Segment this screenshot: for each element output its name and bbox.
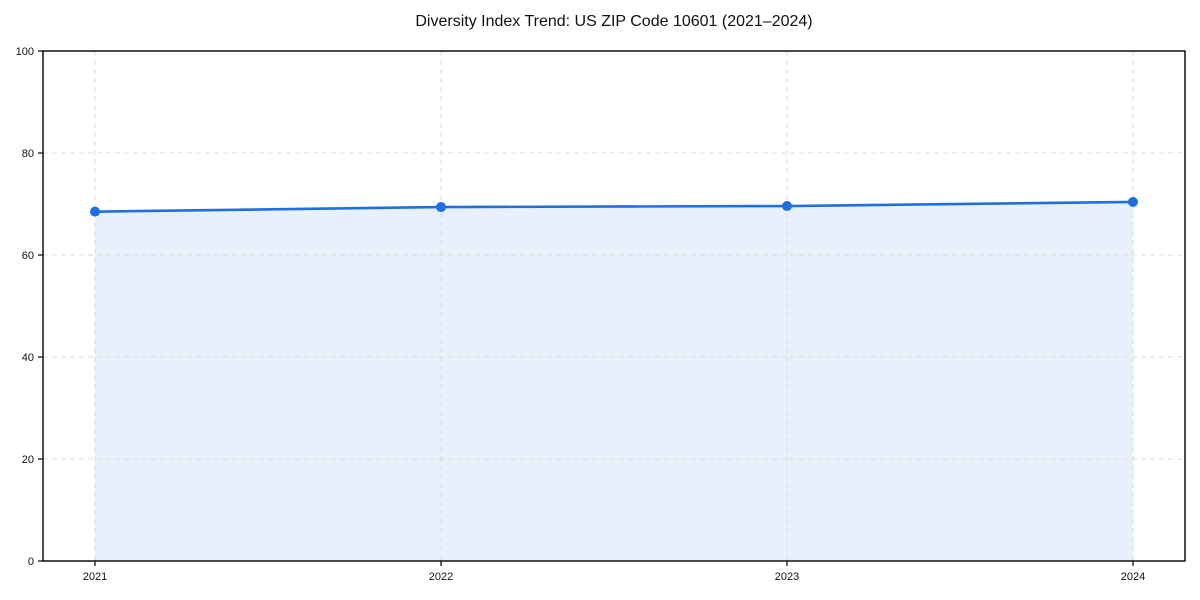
data-point <box>90 206 100 217</box>
y-tick-label: 60 <box>22 250 34 262</box>
trend-line <box>93 200 1135 213</box>
x-tick-label: 2023 <box>775 571 799 583</box>
area-fill <box>95 201 1133 561</box>
data-point <box>436 202 446 213</box>
data-point <box>782 201 792 212</box>
y-tick-label: 100 <box>16 46 34 58</box>
plot-border <box>42 50 1186 562</box>
chart-title: Diversity Index Trend: US ZIP Code 10601… <box>415 13 813 30</box>
data-point <box>1128 196 1138 207</box>
y-tick-label: 40 <box>22 352 34 364</box>
y-tick-label: 20 <box>22 454 34 466</box>
x-tick-label: 2022 <box>429 571 453 583</box>
x-tick-label: 2021 <box>83 571 107 583</box>
y-tick-label: 80 <box>22 148 34 160</box>
x-tick-label: 2024 <box>1121 571 1145 583</box>
y-tick-label: 0 <box>28 556 34 568</box>
